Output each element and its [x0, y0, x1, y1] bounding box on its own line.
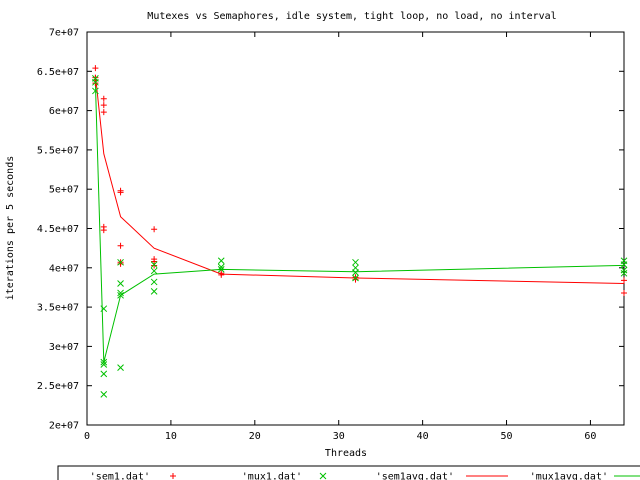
legend-label: 'sem1.dat': [90, 472, 150, 480]
series-line: [94, 75, 625, 284]
data-point: [150, 267, 158, 275]
data-point: [218, 271, 225, 278]
y-tick-label: 6e+07: [49, 106, 79, 117]
series-0: [92, 65, 627, 296]
x-tick-label: 60: [584, 431, 596, 442]
y-tick-label: 3.5e+07: [37, 303, 79, 314]
y-tick-label: 5e+07: [49, 185, 79, 196]
x-tick-label: 20: [249, 431, 261, 442]
legend: 'sem1.dat' 'mux1.dat' 'sem1avg.dat' 'mux1av…: [90, 472, 640, 480]
y-tick-label: 5.5e+07: [37, 145, 79, 156]
data-point: [92, 65, 99, 72]
data-point: [621, 277, 627, 284]
data-point: [100, 227, 107, 234]
legend-label: 'mux1avg.dat': [530, 472, 608, 480]
y-tick-label: 7e+07: [49, 28, 79, 39]
data-point: [217, 263, 225, 271]
data-point: [117, 364, 124, 371]
data-point: [100, 109, 107, 116]
data-point: [100, 390, 108, 398]
series-line: [94, 83, 625, 363]
x-tick-label: 40: [417, 431, 429, 442]
legend-swatch: [170, 473, 176, 479]
plot-frame: [86, 31, 625, 426]
data-point: [117, 189, 124, 196]
data-point: [620, 269, 628, 277]
data-point: [100, 370, 108, 378]
data-point: [621, 289, 627, 296]
data-point: [620, 261, 628, 269]
x-axis-label: Threads: [325, 448, 367, 459]
series-1: [92, 75, 628, 398]
data-point: [217, 257, 225, 265]
data-point: [100, 305, 108, 313]
chart-title: Mutexes vs Semaphores, idle system, tigh…: [147, 11, 556, 22]
data-point: [352, 258, 359, 266]
data-point: [117, 258, 124, 266]
series-layer: [92, 65, 628, 398]
data-point: [92, 87, 99, 95]
data-point: [100, 95, 107, 102]
y-tick-label: 4.5e+07: [37, 224, 79, 235]
y-tick-label: 6.5e+07: [37, 67, 79, 78]
data-point: [117, 242, 124, 249]
data-point: [150, 288, 158, 295]
y-axis-label: iterations per 5 seconds: [5, 156, 16, 301]
series-3: [94, 83, 625, 363]
data-point: [352, 264, 359, 272]
legend-label: 'mux1.dat': [242, 472, 302, 480]
series-2: [94, 75, 625, 284]
data-point: [150, 261, 158, 269]
y-tick-label: 2.5e+07: [37, 381, 79, 392]
data-point: [117, 291, 124, 299]
x-tick-label: 0: [84, 431, 90, 442]
data-point: [92, 80, 99, 87]
data-point: [151, 226, 158, 233]
data-point: [150, 278, 158, 286]
y-tick-label: 2e+07: [49, 421, 79, 432]
data-point: [217, 266, 225, 273]
data-point: [100, 358, 108, 366]
legend-swatch: [319, 472, 327, 480]
data-point: [92, 78, 99, 86]
x-tick-label: 10: [165, 431, 177, 442]
data-point: [100, 361, 108, 368]
axis-ticks: 2e+07 2.5e+07 3e+07 3.5e+07 4e+07 4.5e+07 5e+0…: [37, 28, 624, 442]
y-tick-label: 3e+07: [49, 342, 79, 353]
data-point: [100, 102, 107, 109]
legend-label: 'sem1avg.dat': [376, 472, 454, 480]
x-tick-label: 30: [333, 431, 345, 442]
legend-box: [57, 465, 640, 480]
data-point: [117, 280, 124, 287]
data-point: [620, 266, 628, 274]
x-tick-label: 50: [501, 431, 513, 442]
data-point: [151, 262, 158, 269]
data-point: [117, 289, 124, 297]
y-tick-label: 4e+07: [49, 263, 79, 274]
data-point: [352, 269, 359, 276]
data-point: [352, 274, 359, 282]
